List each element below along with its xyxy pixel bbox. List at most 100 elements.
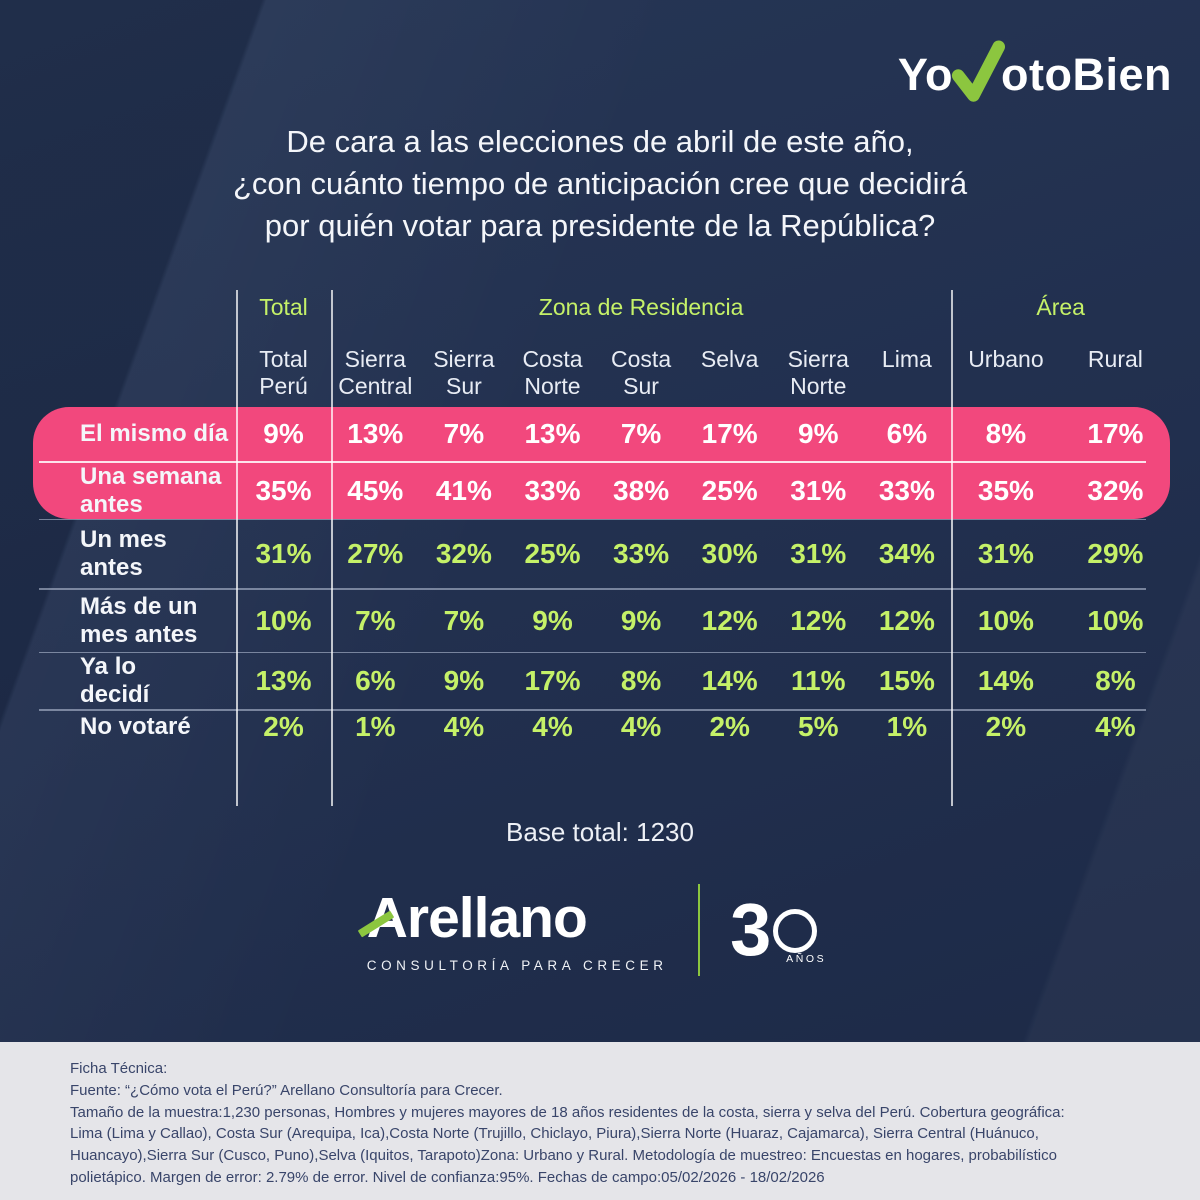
column-header: Costa Norte xyxy=(522,346,583,399)
table-cell: 31% xyxy=(255,538,312,570)
base-total: Base total: 1230 xyxy=(506,817,694,847)
table-cell: 2% xyxy=(985,710,1027,742)
table-cell: 31% xyxy=(790,474,847,506)
footer: Ficha Técnica: Fuente: “¿Cómo vota el Per… xyxy=(0,1042,1200,1200)
table-cell: 38% xyxy=(613,474,670,506)
row-label: El mismo día xyxy=(80,420,229,447)
table-cell: 29% xyxy=(1087,538,1144,570)
table-cell: 14% xyxy=(977,665,1034,697)
table-row: Una semana antes 35% 45% 41% 33% 38% 25% 31% 33%… xyxy=(33,463,1170,519)
table-cell: 33% xyxy=(878,474,935,506)
table-cell: 9% xyxy=(620,604,662,636)
logo-text-otobien: otoBien xyxy=(1001,49,1172,100)
anniversary-zero-circle xyxy=(773,909,818,953)
column-header: Costa Sur xyxy=(611,346,672,399)
row-separator xyxy=(39,651,1146,654)
table-cell: 10% xyxy=(255,604,312,636)
table-cell: 27% xyxy=(347,538,404,570)
column-header-row: Total Perú Sierra Central Sierra Sur Costa … xyxy=(33,345,1170,407)
table-divider-vertical xyxy=(331,290,333,806)
logo-text-yo: Yo xyxy=(897,49,954,100)
table-cell: 9% xyxy=(798,418,839,449)
footer-line: Fuente: “¿Cómo vota el Perú?” Arellano C… xyxy=(70,1081,503,1099)
column-header: Rural xyxy=(1087,346,1143,372)
table-cell: 35% xyxy=(977,474,1034,506)
table-cell: 7% xyxy=(355,604,396,636)
table-cell: 1% xyxy=(886,710,928,742)
arellano-block: Arellano CONSULTORÍA PARA CRECER xyxy=(357,885,668,973)
table-row: No votaré 2% 1% 4% 4% 4% 2% 5% 1% 2% 4% xyxy=(33,711,1170,743)
table-cell: 45% xyxy=(347,474,404,506)
table-cell: 5% xyxy=(798,710,839,742)
anniversary-badge: 3 AÑOS xyxy=(730,893,833,967)
table-cell: 10% xyxy=(977,604,1034,636)
table-cell: 7% xyxy=(443,604,485,636)
anniversary-unit: AÑOS xyxy=(786,953,827,965)
table-cell: 7% xyxy=(443,418,485,449)
table-cell: 17% xyxy=(701,418,758,449)
data-table: Total Zona de Residencia Área Total Perú… xyxy=(33,290,1170,806)
arellano-initial: A xyxy=(357,888,408,948)
row-separator xyxy=(39,461,1146,463)
yovotobien-logo: Yo otoBien xyxy=(897,40,1172,102)
column-header: Sierra Norte xyxy=(787,346,849,399)
table-divider-vertical xyxy=(236,290,238,806)
table-cell: 6% xyxy=(886,418,928,449)
table-cell: 30% xyxy=(701,538,758,570)
row-label: Una semana antes xyxy=(80,462,222,518)
group-header-area: Área xyxy=(1036,294,1085,320)
group-header-zona: Zona de Residencia xyxy=(538,294,744,320)
pink-highlight-band: El mismo día 9% 13% 7% 13% 7% 17% 9% 6% 8% 17% Una … xyxy=(33,407,1170,519)
table-row: Más de un mes antes 10% 7% 7% 9% 9% 12% 12% 12% 1… xyxy=(33,590,1170,652)
footer-line: polietápico. Margen de error: 2.79% de e… xyxy=(70,1168,825,1186)
table-cell: 25% xyxy=(701,474,758,506)
corner-cell xyxy=(33,345,236,407)
table-cell: 8% xyxy=(620,665,662,697)
column-header: Total Perú xyxy=(259,346,308,399)
table-cell: 33% xyxy=(524,474,581,506)
table-cell: 4% xyxy=(443,710,485,742)
table-cell: 33% xyxy=(613,538,670,570)
table-body: Un mes antes 31% 27% 32% 25% 33% 30% 31% 34% 31% 2… xyxy=(33,518,1170,743)
table-cell: 34% xyxy=(878,538,935,570)
table-cell: 2% xyxy=(709,710,750,742)
table-cell: 1% xyxy=(355,710,396,742)
table-row: El mismo día 9% 13% 7% 13% 7% 17% 9% 6% 8% 17% xyxy=(33,407,1170,461)
table-cell: 9% xyxy=(532,604,573,636)
survey-question-line: por quién votar para presidente de la Re… xyxy=(264,208,936,243)
row-separator xyxy=(39,709,1146,711)
table-cell: 4% xyxy=(1095,710,1136,742)
row-label: Ya lo decidí xyxy=(80,653,150,709)
table-cell: 25% xyxy=(524,538,581,570)
table-cell: 13% xyxy=(524,418,581,449)
footer-line: Ficha Técnica: xyxy=(70,1060,168,1077)
arellano-logo: Arellano CONSULTORÍA PARA CRECER 3 AÑOS xyxy=(0,884,1200,976)
table-divider-vertical xyxy=(951,290,953,806)
check-icon xyxy=(951,40,1006,102)
table-cell: 13% xyxy=(255,665,312,697)
table-cell: 11% xyxy=(791,665,846,697)
table-cell: 10% xyxy=(1087,604,1144,636)
table-cell: 9% xyxy=(443,665,485,697)
table-row: Un mes antes 31% 27% 32% 25% 33% 30% 31% 34% 31% 2… xyxy=(33,520,1170,588)
column-header: Urbano xyxy=(968,346,1044,372)
row-label: Más de un mes antes xyxy=(80,592,198,648)
column-header: Sierra Central xyxy=(338,346,413,399)
table-cell: 2% xyxy=(263,710,304,742)
table-cell: 7% xyxy=(620,418,662,449)
row-separator xyxy=(39,588,1146,590)
arellano-name: Arellano xyxy=(357,885,668,950)
arellano-tagline: CONSULTORÍA PARA CRECER xyxy=(366,957,668,973)
table-cell: 14% xyxy=(701,665,758,697)
table-cell: 41% xyxy=(435,474,492,506)
table-cell: 31% xyxy=(977,538,1034,570)
group-header-row: Total Zona de Residencia Área xyxy=(33,290,1170,345)
table-cell: 4% xyxy=(532,710,573,742)
survey-question-line: ¿con cuánto tiempo de anticipación cree … xyxy=(232,166,968,201)
arellano-name-rest: rellano xyxy=(406,885,588,950)
table-cell: 31% xyxy=(790,538,847,570)
table-cell: 9% xyxy=(263,418,304,449)
survey-question: De cara a las elecciones de abril de est… xyxy=(0,121,1200,247)
table-cell: 6% xyxy=(355,665,396,697)
